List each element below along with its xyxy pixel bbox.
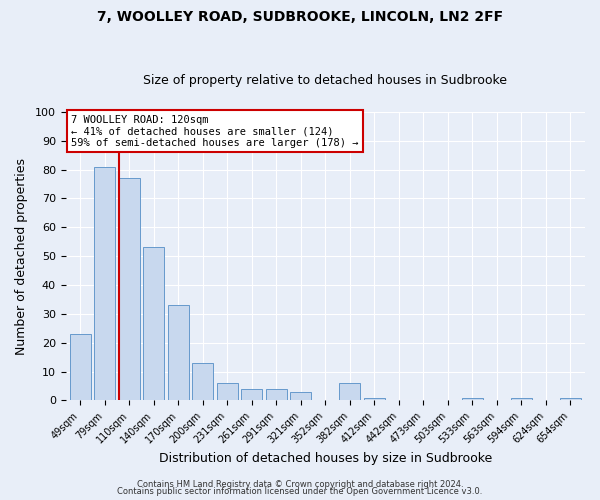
Y-axis label: Number of detached properties: Number of detached properties [15,158,28,354]
Bar [266,389,287,400]
Text: 7, WOOLLEY ROAD, SUDBROOKE, LINCOLN, LN2 2FF: 7, WOOLLEY ROAD, SUDBROOKE, LINCOLN, LN2… [97,10,503,24]
Bar [193,363,213,401]
Bar [119,178,140,400]
Text: 7 WOOLLEY ROAD: 120sqm
← 41% of detached houses are smaller (124)
59% of semi-de: 7 WOOLLEY ROAD: 120sqm ← 41% of detached… [71,114,358,148]
Title: Size of property relative to detached houses in Sudbrooke: Size of property relative to detached ho… [143,74,508,87]
Bar [511,398,532,400]
Bar [241,389,262,400]
Bar [290,392,311,400]
Bar [560,398,581,400]
Text: Contains HM Land Registry data © Crown copyright and database right 2024.: Contains HM Land Registry data © Crown c… [137,480,463,489]
Text: Contains public sector information licensed under the Open Government Licence v3: Contains public sector information licen… [118,487,482,496]
Bar [70,334,91,400]
Bar [94,166,115,400]
Bar [462,398,483,400]
Bar [217,383,238,400]
X-axis label: Distribution of detached houses by size in Sudbrooke: Distribution of detached houses by size … [159,452,492,465]
Bar [364,398,385,400]
Bar [143,248,164,400]
Bar [340,383,360,400]
Bar [168,305,189,400]
